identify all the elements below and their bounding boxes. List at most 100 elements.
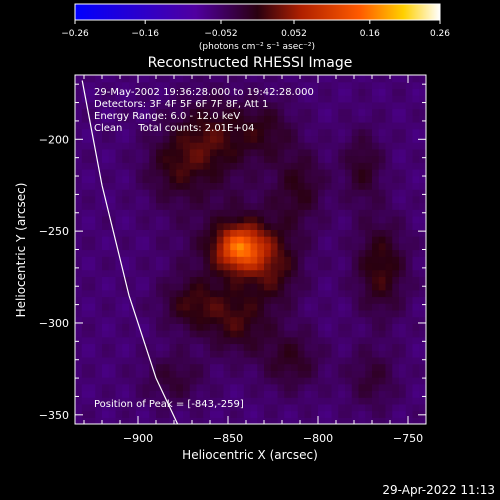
heatmap-cell [196, 195, 204, 204]
heatmap-cell [351, 262, 360, 271]
heatmap-cell [304, 209, 312, 217]
heatmap-cell [196, 242, 204, 251]
heatmap-cell [351, 283, 360, 291]
heatmap-cell [189, 356, 198, 365]
heatmap-cell [351, 336, 360, 345]
heatmap-cell [237, 269, 245, 277]
heatmap-cell [196, 343, 204, 351]
heatmap-cell [365, 350, 373, 358]
heatmap-cell [223, 356, 231, 365]
heatmap-cell [129, 276, 137, 284]
heatmap-cell [311, 142, 319, 150]
heatmap-cell [331, 236, 339, 244]
heatmap-cell [291, 236, 299, 244]
heatmap-cell [162, 202, 171, 210]
heatmap-cell [216, 296, 225, 304]
heatmap-cell [331, 363, 339, 371]
heatmap-cell [196, 256, 204, 264]
heatmap-cell [75, 155, 83, 163]
heatmap-cell [358, 108, 366, 116]
heatmap-cell [203, 135, 211, 143]
heatmap-cell [297, 370, 306, 378]
heatmap-cell [419, 202, 426, 210]
heatmap-cell [210, 350, 218, 358]
heatmap-cell [264, 115, 272, 123]
heatmap-cell [264, 195, 272, 204]
heatmap-cell [115, 417, 123, 424]
heatmap-cell [210, 95, 218, 103]
heatmap-cell [358, 115, 366, 123]
heatmap-cell [264, 249, 272, 257]
heatmap-cell [102, 269, 110, 277]
heatmap-cell [264, 350, 272, 358]
heatmap-cell [378, 309, 387, 318]
heatmap-cell [358, 215, 366, 224]
heatmap-cell [135, 101, 144, 110]
heatmap-cell [203, 101, 211, 110]
heatmap-cell [338, 175, 346, 183]
heatmap-cell [102, 356, 110, 365]
heatmap-cell [250, 209, 258, 217]
heatmap-cell [216, 269, 225, 277]
heatmap-cell [304, 417, 312, 424]
heatmap-cell [419, 276, 426, 284]
heatmap-cell [196, 377, 204, 385]
heatmap-cell [358, 303, 366, 311]
heatmap-cell [270, 417, 279, 424]
heatmap-cell [385, 296, 393, 304]
heatmap-cell [324, 108, 333, 116]
heatmap-cell [257, 175, 265, 183]
heatmap-cell [243, 390, 252, 398]
heatmap-cell [284, 236, 292, 244]
heatmap-cell [102, 343, 110, 351]
heatmap-cell [230, 309, 238, 318]
heatmap-cell [358, 323, 366, 331]
heatmap-cell [108, 336, 117, 345]
heatmap-cell [277, 115, 285, 123]
heatmap-cell [277, 370, 285, 378]
heatmap-cell [264, 296, 272, 304]
heatmap-cell [405, 256, 414, 264]
heatmap-cell [203, 343, 211, 351]
heatmap-cell [304, 202, 312, 210]
heatmap-cell [135, 75, 144, 83]
heatmap-cell [216, 128, 225, 137]
heatmap-cell [385, 155, 393, 163]
heatmap-cell [122, 269, 130, 277]
heatmap-cell [412, 215, 420, 224]
heatmap-cell [311, 330, 319, 338]
heatmap-cell [95, 323, 103, 331]
heatmap-cell [345, 383, 353, 392]
heatmap-cell [156, 128, 164, 137]
heatmap-cell [284, 417, 292, 424]
heatmap-cell [378, 95, 387, 103]
heatmap-cell [291, 81, 299, 90]
heatmap-cell [108, 95, 117, 103]
heatmap-cell [405, 95, 414, 103]
heatmap-cell [338, 222, 346, 230]
heatmap-cell [365, 121, 373, 130]
heatmap-cell [365, 95, 373, 103]
heatmap-cell [372, 202, 380, 210]
heatmap-cell [257, 229, 265, 237]
heatmap-cell [399, 249, 407, 257]
heatmap-cell [210, 303, 218, 311]
heatmap-cell [142, 222, 150, 230]
heatmap-cell [270, 289, 279, 298]
heatmap-cell [156, 350, 164, 358]
heatmap-cell [385, 417, 393, 424]
heatmap-cell [311, 309, 319, 318]
heatmap-cell [419, 256, 426, 264]
heatmap-cell [277, 148, 285, 157]
heatmap-cell [284, 262, 292, 271]
heatmap-cell [122, 316, 130, 324]
heatmap-cell [392, 377, 400, 385]
heatmap-cell [311, 75, 319, 83]
heatmap-cell [115, 209, 123, 217]
heatmap-cell [122, 135, 130, 143]
heatmap-cell [291, 189, 299, 197]
heatmap-cell [216, 417, 225, 424]
heatmap-cell [169, 81, 177, 90]
heatmap-cell [399, 269, 407, 277]
heatmap-cell [102, 162, 110, 170]
